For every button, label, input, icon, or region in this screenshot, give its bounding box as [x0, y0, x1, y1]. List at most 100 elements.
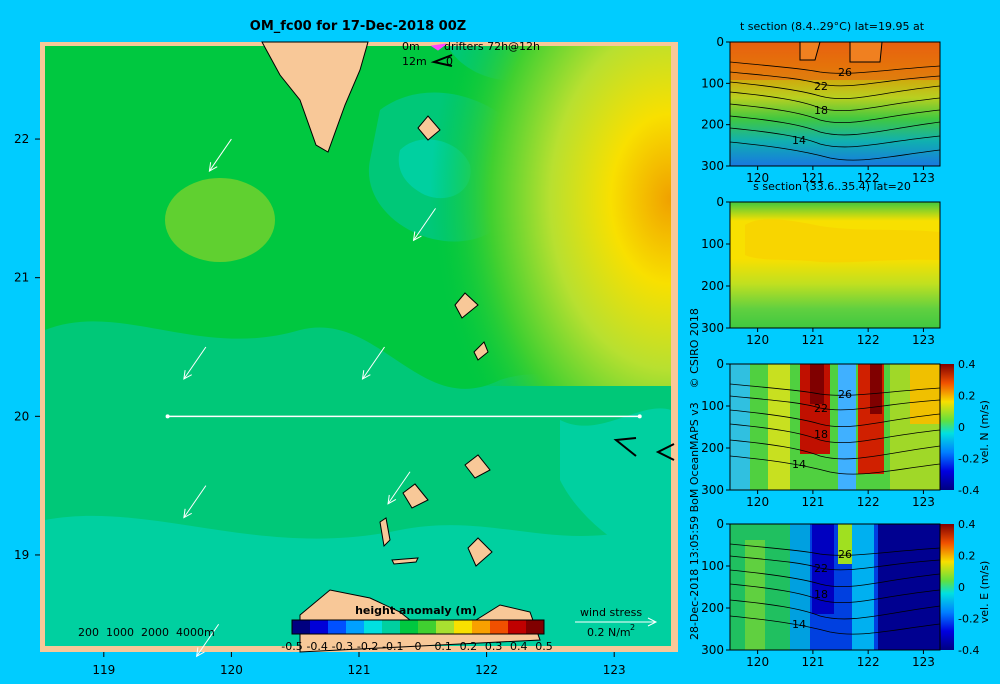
panel-x-tick-label: 122: [857, 655, 880, 669]
panel-x-tick-label: 123: [912, 495, 935, 509]
panel-y-tick-label: 300: [701, 321, 724, 335]
map-y-ticks: 19 20 21 22: [14, 132, 40, 562]
wind-vector: [208, 138, 232, 172]
north-velocity-contours: [729, 383, 941, 475]
panel-x-tick-label: 121: [801, 495, 824, 509]
island-3: [464, 454, 491, 479]
panel-x-tick-label: 122: [857, 333, 880, 347]
map-y-tick-label: 19: [14, 548, 29, 562]
panel1-contour-22: 22: [814, 80, 828, 93]
panel-colorbar-tick-label: 0.4: [958, 518, 976, 531]
panel-y-tick-label: 100: [701, 559, 724, 573]
panel-east-velocity: 26 22 18 14 vel. E (m/s): [729, 524, 991, 650]
east-velocity-colorbar: [940, 524, 954, 650]
panel-frame: [729, 41, 941, 167]
colorbar-tick-label: -0.1: [382, 640, 403, 653]
panel4-cbar-label: vel. E (m/s): [978, 561, 991, 624]
panel-colorbar-tick-label: 0.2: [958, 390, 976, 403]
panel-y-tick-label: 200: [701, 601, 724, 615]
colorbar-title: height anomaly (m): [355, 604, 477, 617]
wind-stress-title: wind stress: [580, 606, 642, 619]
map-y-tick-label: 20: [14, 409, 29, 423]
map-y-tick-label: 21: [14, 271, 29, 285]
drifter-track-icon: [430, 54, 453, 67]
drifter-label-72h: drifters 72h@12h: [444, 40, 540, 53]
colorbar-swatch: [472, 620, 491, 634]
map-x-tick-label: 121: [348, 663, 371, 677]
colorbar-swatch: [400, 620, 419, 634]
colorbar-swatch: [436, 620, 455, 634]
panel-colorbar-tick-label: -0.4: [958, 484, 979, 497]
panel3-contour-14: 14: [792, 458, 806, 471]
map-title: OM_fc00 for 17-Dec-2018 00Z: [250, 19, 466, 34]
panel-salinity-section: s section (33.6..35.4) lat=20: [730, 180, 940, 328]
taiwan-landmass: [261, 41, 369, 153]
wind-vector: [387, 471, 411, 505]
section-panel-axes: 120 121 122 123 0 100 200 300 120 121 122 123 0 100 20…: [701, 35, 979, 669]
wind-vector: [183, 346, 207, 380]
island-2: [473, 341, 489, 361]
colorbar-swatch: [364, 620, 383, 634]
colorbar-swatches: [291, 619, 545, 635]
colorbar-tick-label: 0.3: [485, 640, 503, 653]
panel-x-tick-label: 120: [746, 655, 769, 669]
depth-legend: 200 1000 2000 4000m: [78, 626, 215, 639]
panel-x-tick-label: 120: [746, 171, 769, 185]
wind-stress-value: 0.2 N/m: [587, 626, 631, 639]
panel4-contour-18: 18: [814, 588, 828, 601]
wind-vector: [361, 346, 385, 380]
panel-north-velocity: 26 22 18 14 vel. N (m/s): [729, 364, 991, 490]
wind-vectors: [183, 138, 436, 658]
colorbar-swatch: [454, 620, 473, 634]
panel-temperature-section: t section (8.4..29°C) lat=19.95 at 26 22…: [729, 20, 941, 166]
panel-y-tick-label: 200: [701, 441, 724, 455]
drifter-label-0m: 0m: [402, 40, 420, 53]
temperature-contours: [729, 61, 941, 161]
colorbar-tick-label: -0.2: [357, 640, 378, 653]
island-6: [379, 517, 391, 548]
island-1: [454, 292, 479, 319]
panel-colorbar-tick-label: -0.2: [958, 453, 979, 466]
height-anomaly-field: [45, 46, 671, 646]
panel-y-tick-label: 300: [701, 643, 724, 657]
colorbar-swatch: [310, 620, 329, 634]
panel-colorbar-tick-label: -0.2: [958, 613, 979, 626]
height-anomaly-colorbar: height anomaly (m) -0.5 -0.4 -0.3 -0.2 -0.1 0…: [281, 604, 552, 653]
panel-y-tick-label: 0: [716, 195, 724, 209]
panel3-contour-26: 26: [838, 388, 852, 401]
wind-vector: [183, 485, 207, 519]
panel-colorbar-tick-label: 0.2: [958, 550, 976, 563]
colorbar-tick-label: 0: [415, 640, 422, 653]
colorbar-ticks: -0.5 -0.4 -0.3 -0.2 -0.1 0 0.1 0.2 0.3 0.4 0.5: [281, 640, 552, 653]
panel2-title: s section (33.6..35.4) lat=20: [753, 180, 911, 193]
panel-x-tick-label: 121: [801, 655, 824, 669]
panel4-contour-26: 26: [838, 548, 852, 561]
panel-frame: [729, 523, 941, 651]
map-x-tick-label: 123: [603, 663, 626, 677]
panel-x-tick-label: 123: [912, 333, 935, 347]
panel-x-tick-label: 121: [801, 171, 824, 185]
panel-x-tick-label: 120: [746, 495, 769, 509]
panel-x-tick-label: 123: [912, 655, 935, 669]
panel-colorbar-tick-label: 0: [958, 421, 965, 434]
colorbar-tick-label: 0.1: [434, 640, 452, 653]
colorbar-tick-label: 0.2: [460, 640, 478, 653]
colorbar-swatch: [508, 620, 527, 634]
panel-x-tick-label: 123: [912, 171, 935, 185]
panel-x-tick-label: 121: [801, 333, 824, 347]
panel-colorbar-tick-label: -0.4: [958, 644, 979, 657]
map-x-tick-label: 120: [220, 663, 243, 677]
drifter-legend: 0m drifters 72h@12h 12m 0: [402, 40, 540, 68]
panel-frame: [729, 201, 941, 329]
panel-y-tick-label: 0: [716, 35, 724, 49]
wind-stress-exponent: 2: [630, 623, 635, 632]
panel-y-tick-label: 200: [701, 279, 724, 293]
panel-colorbar-tick-label: 0.4: [958, 358, 976, 371]
panel-y-tick-label: 0: [716, 357, 724, 371]
boundary-markers: [613, 437, 675, 461]
panel3-contour-22: 22: [814, 402, 828, 415]
north-velocity-colorbar: [940, 364, 954, 490]
map-x-tick-label: 119: [92, 663, 115, 677]
map-x-tick-label: 122: [475, 663, 498, 677]
